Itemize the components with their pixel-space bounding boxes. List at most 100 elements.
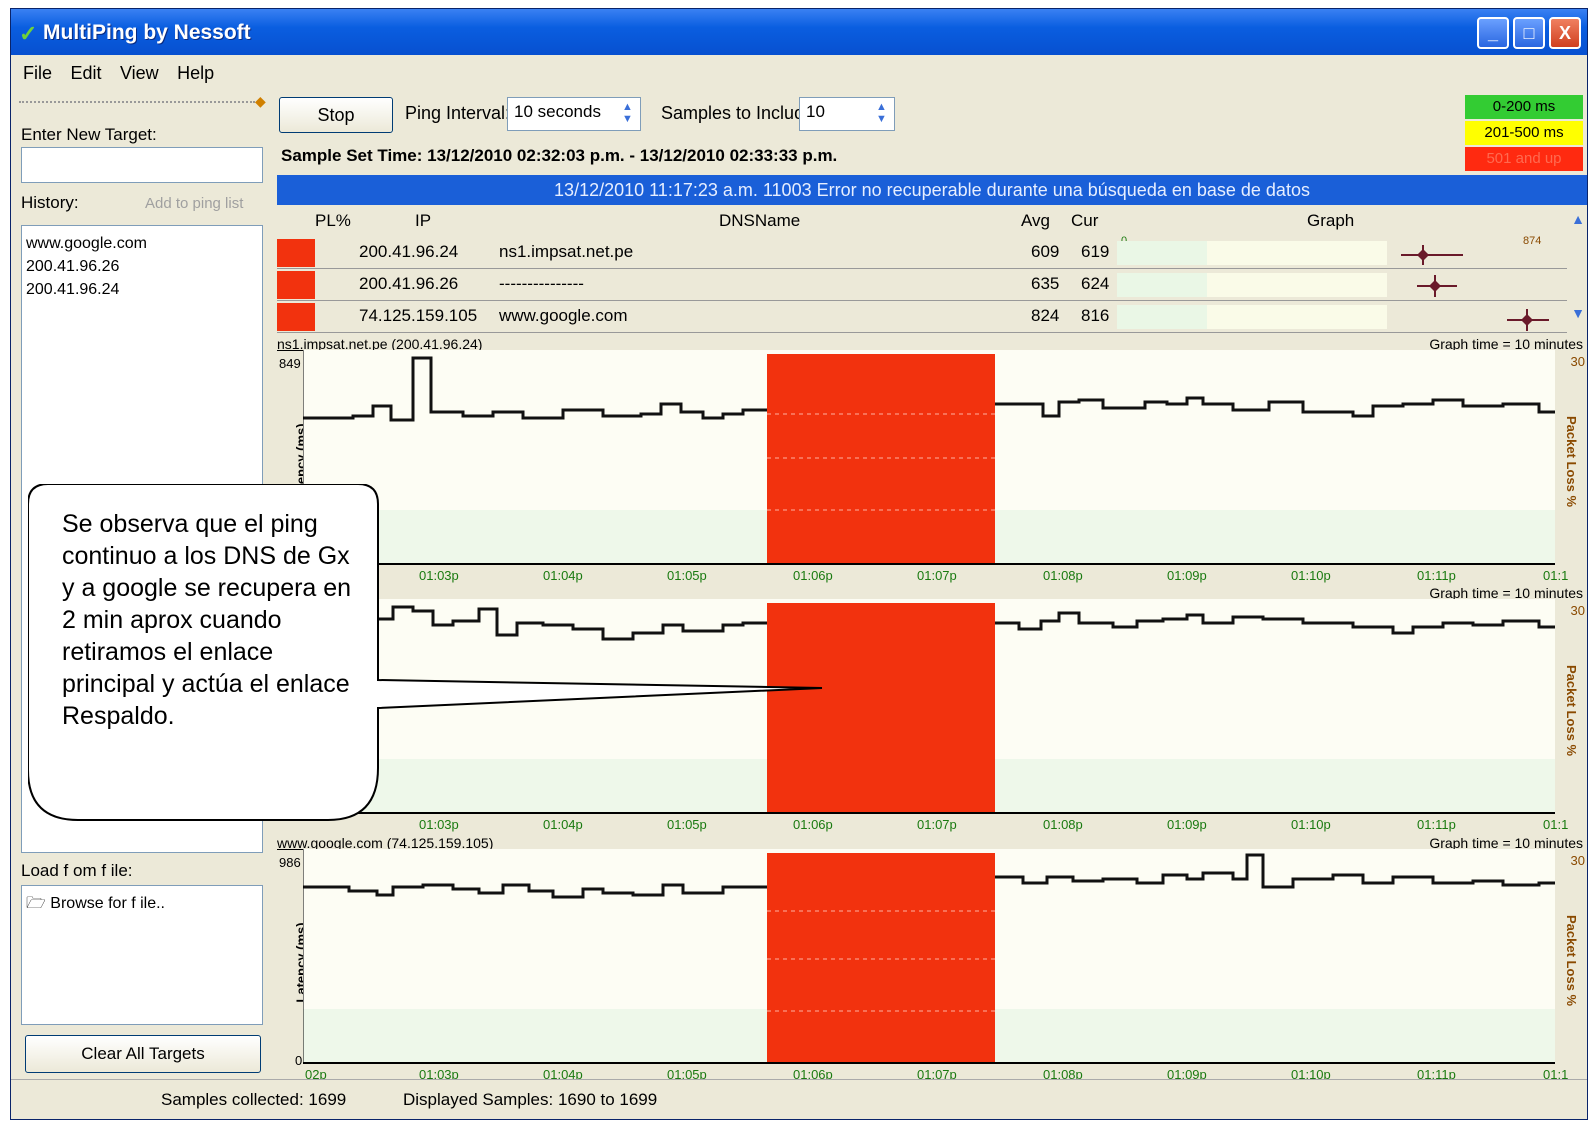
- col-avg[interactable]: Avg: [1021, 211, 1050, 230]
- x-tick: 01:06p: [793, 817, 833, 832]
- main-panel: Stop Ping Interval: 10 seconds ▲ ▼ Sample…: [273, 91, 1587, 1082]
- history-item[interactable]: 200.41.96.26: [26, 258, 120, 275]
- load-file-box: 🗁 Browse for f ile..: [21, 885, 263, 1025]
- legend-yellow: 201-500 ms: [1465, 121, 1583, 145]
- spinner-arrows-icon[interactable]: ▲ ▼: [876, 101, 887, 125]
- menu-view[interactable]: View: [119, 63, 159, 83]
- samples-to-include-label: Samples to Include:: [661, 103, 820, 123]
- table-row[interactable]: 200.41.96.24 ns1.impsat.net.pe 609 619 0…: [277, 235, 1567, 269]
- graph-time-label: Graph time = 10 minutes: [1429, 835, 1583, 851]
- history-item[interactable]: 200.41.96.24: [26, 281, 120, 298]
- clear-all-targets-button[interactable]: Clear All Targets: [25, 1035, 261, 1073]
- x-tick: 01:11p: [1417, 1067, 1456, 1082]
- row-mini-graph: [1117, 241, 1463, 265]
- graph-title: www.google.com (74.125.159.105): [277, 835, 494, 851]
- x-tick: 01:05p: [667, 1067, 707, 1082]
- target-input[interactable]: [21, 147, 263, 183]
- browse-for-file-link[interactable]: Browse for f ile..: [50, 895, 165, 912]
- x-tick: 01:1: [1543, 568, 1569, 583]
- packet-loss-axis-label: Packet Loss %: [1563, 415, 1579, 508]
- x-tick: 01:06p: [793, 568, 833, 583]
- x-tick: 01:07p: [917, 568, 957, 583]
- row-avg: 635: [1031, 274, 1060, 293]
- x-tick: 01:11p: [1417, 568, 1456, 583]
- col-pl[interactable]: PL%: [315, 211, 351, 230]
- row-cur: 624: [1081, 274, 1110, 293]
- ping-interval-spinner[interactable]: 10 seconds ▲ ▼: [507, 97, 641, 131]
- add-to-ping-list-link[interactable]: Add to ping list: [145, 195, 244, 212]
- spinner-arrows-icon[interactable]: ▲ ▼: [622, 101, 633, 125]
- maximize-button[interactable]: □: [1513, 17, 1545, 49]
- stop-button[interactable]: Stop: [279, 97, 393, 133]
- menu-edit[interactable]: Edit: [70, 63, 102, 83]
- col-graph[interactable]: Graph: [1307, 211, 1355, 230]
- error-banner: 13/12/2010 11:17:23 a.m. 11003 Error no …: [277, 175, 1587, 205]
- row-cur: 816: [1081, 306, 1110, 325]
- window-title: MultiPing by Nessoft: [43, 21, 251, 44]
- x-tick: 01:08p: [1043, 817, 1083, 832]
- menu-file[interactable]: File: [23, 63, 53, 83]
- packet-loss-indicator: [277, 303, 315, 331]
- x-tick: 01:05p: [667, 568, 707, 583]
- graph-time-label: Graph time = 10 minutes: [1429, 585, 1583, 601]
- x-tick: 01:1: [1543, 1067, 1569, 1082]
- samples-spinner[interactable]: 10 ▲ ▼: [799, 97, 895, 131]
- x-tick: 01:04p: [543, 568, 583, 583]
- title-bar[interactable]: ✓ MultiPing by Nessoft _ □ X: [11, 9, 1587, 55]
- ping-interval-value: 10 seconds: [514, 102, 601, 121]
- x-tick: 01:09p: [1167, 817, 1207, 832]
- packet-loss-block: [767, 354, 995, 564]
- history-label: History:: [21, 193, 79, 212]
- legend-green: 0-200 ms: [1465, 95, 1583, 119]
- x-tick: 01:07p: [917, 1067, 957, 1082]
- x-tick: 01:03p: [419, 568, 459, 583]
- x-tick: 01:09p: [1167, 568, 1207, 583]
- minimize-button[interactable]: _: [1477, 17, 1509, 49]
- packet-loss-max-label: 30: [1570, 853, 1585, 868]
- pin-icon[interactable]: ◆: [255, 93, 266, 109]
- row-dns: ns1.impsat.net.pe: [499, 242, 634, 261]
- x-tick: 01:06p: [793, 1067, 833, 1082]
- x-tick: 01:10p: [1291, 1067, 1331, 1082]
- x-tick: 01:04p: [543, 817, 583, 832]
- col-dnsname[interactable]: DNSName: [719, 211, 801, 230]
- multiping-window: ✓ MultiPing by Nessoft _ □ X File Edit V…: [10, 8, 1588, 1120]
- folder-icon: 🗁: [26, 895, 46, 912]
- table-row[interactable]: 200.41.96.26 --------------- 635 624: [277, 269, 1567, 301]
- latency-max-label: 849: [279, 356, 301, 371]
- menu-help[interactable]: Help: [177, 63, 215, 83]
- app-icon: ✓: [19, 21, 38, 46]
- history-item[interactable]: www.google.com: [26, 235, 147, 252]
- samples-value: 10: [806, 102, 825, 121]
- col-cur[interactable]: Cur: [1071, 211, 1099, 230]
- row-cur: 619: [1081, 242, 1110, 261]
- enter-target-label: Enter New Target:: [21, 125, 157, 144]
- x-tick: 01:03p: [419, 817, 459, 832]
- graph-time-label: Graph time = 10 minutes: [1429, 336, 1583, 352]
- x-tick: 01:10p: [1291, 568, 1331, 583]
- row-mini-graph: [1117, 305, 1549, 331]
- latency-graph-google: www.google.com (74.125.159.105) Graph ti…: [273, 835, 1587, 1083]
- row-ip: 74.125.159.105: [359, 306, 478, 325]
- row-mini-graph: [1117, 273, 1457, 297]
- status-bar: Samples collected: 1699 Displayed Sample…: [11, 1079, 1587, 1119]
- sidebar-divider: [19, 101, 255, 103]
- legend-red: 501 and up: [1465, 147, 1583, 171]
- packet-loss-block: [767, 603, 995, 813]
- ping-interval-label: Ping Interval:: [405, 103, 511, 123]
- close-button[interactable]: X: [1549, 17, 1581, 49]
- table-row[interactable]: 74.125.159.105 www.google.com 824 816: [277, 301, 1567, 333]
- latency-max-label: 986: [279, 855, 301, 870]
- row-avg: 824: [1031, 306, 1060, 325]
- x-tick: 01:08p: [1043, 568, 1083, 583]
- load-from-file-label: Load f om f ile:: [21, 861, 133, 880]
- x-tick: 01:03p: [419, 1067, 459, 1082]
- graph-plot: [303, 350, 1555, 565]
- scroll-up-icon[interactable]: ▲: [1571, 211, 1585, 227]
- x-tick: 01:04p: [543, 1067, 583, 1082]
- packet-loss-axis-label: Packet Loss %: [1563, 914, 1579, 1007]
- menu-bar: File Edit View Help: [11, 59, 1587, 89]
- col-ip[interactable]: IP: [415, 211, 432, 230]
- scroll-down-icon[interactable]: ▼: [1571, 305, 1585, 321]
- x-tick: 02p: [305, 1067, 327, 1082]
